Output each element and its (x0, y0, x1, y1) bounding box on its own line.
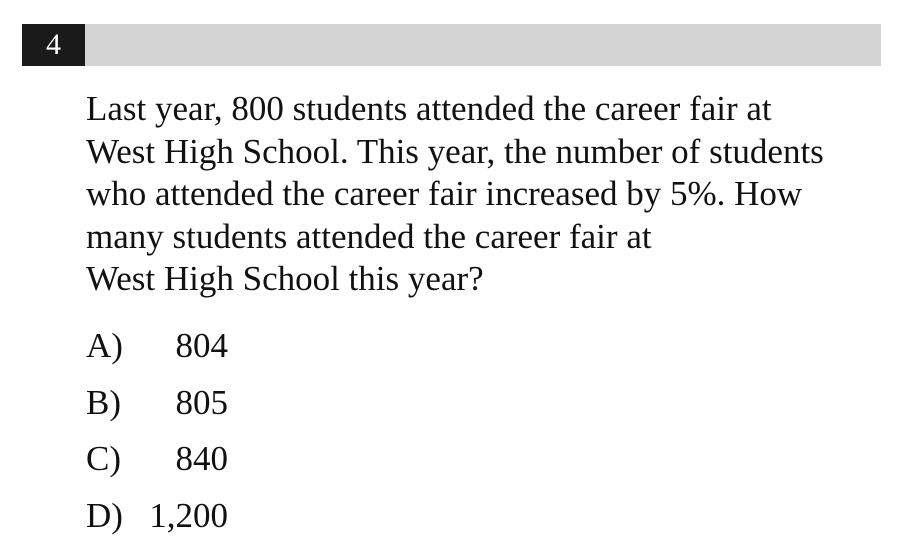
choice-letter: C) (86, 439, 121, 478)
choice-letter: D) (86, 495, 123, 535)
question-line: West High School this year? (86, 259, 484, 298)
question-line: Last year, 800 students attended the car… (86, 89, 772, 128)
choice-a[interactable]: A) 804 (86, 323, 306, 380)
choice-value: 804 (175, 326, 229, 365)
choice-d[interactable]: D) 1,200 (86, 493, 306, 550)
choice-value: 840 (175, 439, 229, 478)
choice-letter: A) (86, 326, 123, 365)
question-line: many students attended the career fair a… (86, 216, 652, 256)
choice-b[interactable]: B) 805 (86, 380, 306, 437)
question-number: 4 (22, 24, 85, 66)
question-line: who attended the career fair increased b… (86, 174, 803, 213)
question-line: West High School. This year, the number … (86, 131, 824, 171)
answer-choices: A) 804 B) 805 C) 840 D) 1,200 (86, 323, 306, 549)
question-header-bar: 4 (22, 24, 881, 66)
choice-letter: B) (86, 382, 121, 422)
choice-value: 1,200 (149, 495, 228, 535)
choice-value: 805 (175, 382, 229, 422)
question-text: Last year, 800 students attended the car… (86, 88, 886, 301)
choice-c[interactable]: C) 840 (86, 436, 306, 493)
